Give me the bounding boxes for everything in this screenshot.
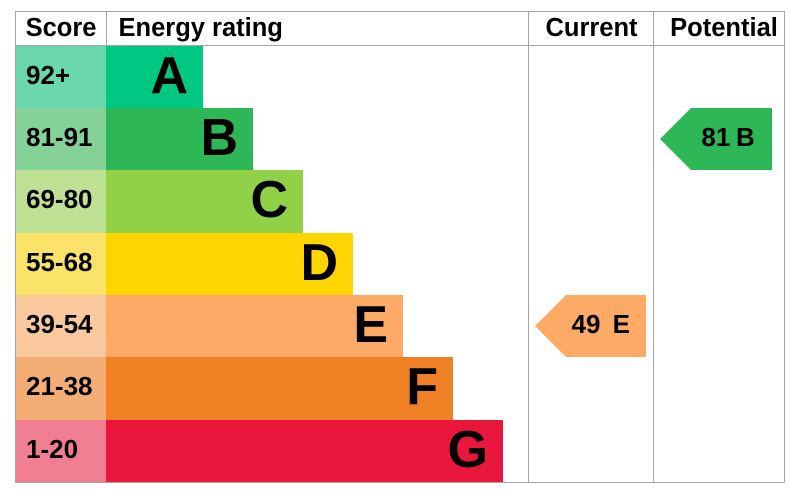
svg-text:E: E [613,309,630,339]
svg-text:81: 81 [701,122,730,152]
svg-text:B: B [736,122,755,152]
svg-text:49: 49 [572,309,601,339]
